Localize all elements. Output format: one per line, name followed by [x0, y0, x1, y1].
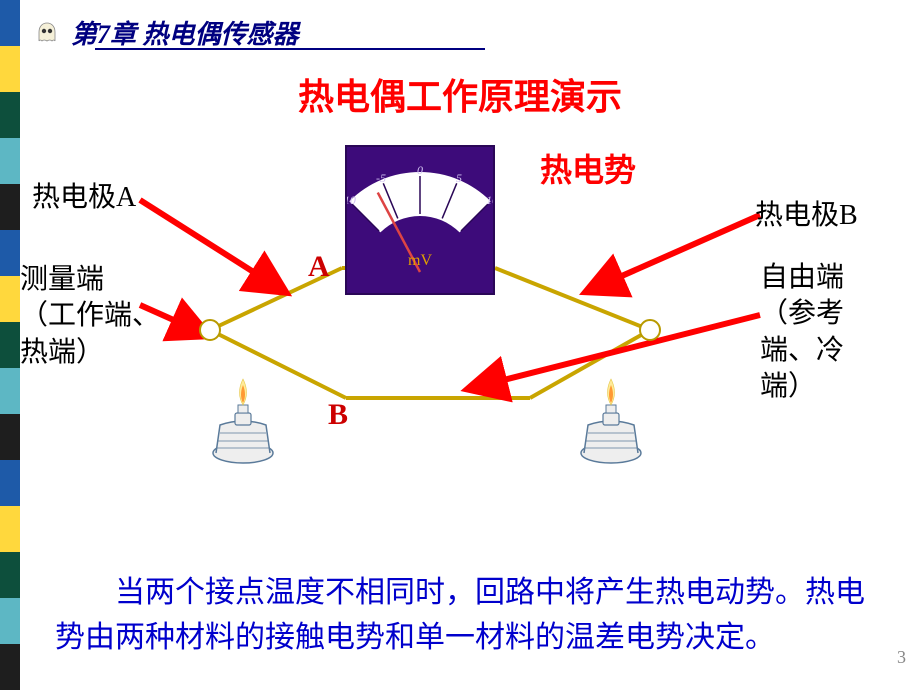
- thermo-emf-label: 热电势: [540, 150, 636, 192]
- description-text: 当两个接点温度不相同时，回路中将产生热电动势。热电势由两种材料的接触电势和单一材…: [55, 570, 875, 660]
- left-junction: [199, 319, 221, 341]
- measure-end-l2: （工作端、: [20, 300, 160, 331]
- thermocouple-diagram: -10 -5 0 5 10 mV 热电势 热电极A 热电极B 测量端 （工作端、 热端）…: [20, 150, 900, 510]
- svg-text:-10: -10: [347, 193, 356, 207]
- svg-text:0: 0: [417, 163, 423, 177]
- free-end-l2: （参考: [760, 298, 844, 329]
- page-number: 3: [897, 647, 906, 668]
- svg-text:-5: -5: [376, 171, 386, 185]
- millivolt-meter: -10 -5 0 5 10 mV: [345, 145, 495, 295]
- electrode-a-label: 热电极A: [32, 180, 136, 216]
- wire-b-label: B: [328, 398, 348, 432]
- measure-end-l3: 热端）: [20, 337, 104, 368]
- free-end-l1: 自由端: [760, 262, 844, 293]
- meter-unit-label: mV: [408, 252, 432, 269]
- electrode-b-label: 热电极B: [755, 198, 858, 234]
- free-end-l3: 端、冷: [760, 335, 844, 366]
- right-junction: [639, 319, 661, 341]
- free-end-l4: 端）: [760, 371, 816, 402]
- svg-text:5: 5: [456, 171, 462, 185]
- measure-end-l1: 测量端: [20, 264, 104, 295]
- alcohol-lamp-right: [576, 375, 646, 465]
- alcohol-lamp-left: [208, 375, 278, 465]
- free-end-label: 自由端 （参考 端、冷 端）: [760, 260, 844, 406]
- measure-end-label: 测量端 （工作端、 热端）: [20, 262, 160, 371]
- wire-a-label: A: [308, 250, 330, 284]
- svg-text:10: 10: [486, 193, 493, 207]
